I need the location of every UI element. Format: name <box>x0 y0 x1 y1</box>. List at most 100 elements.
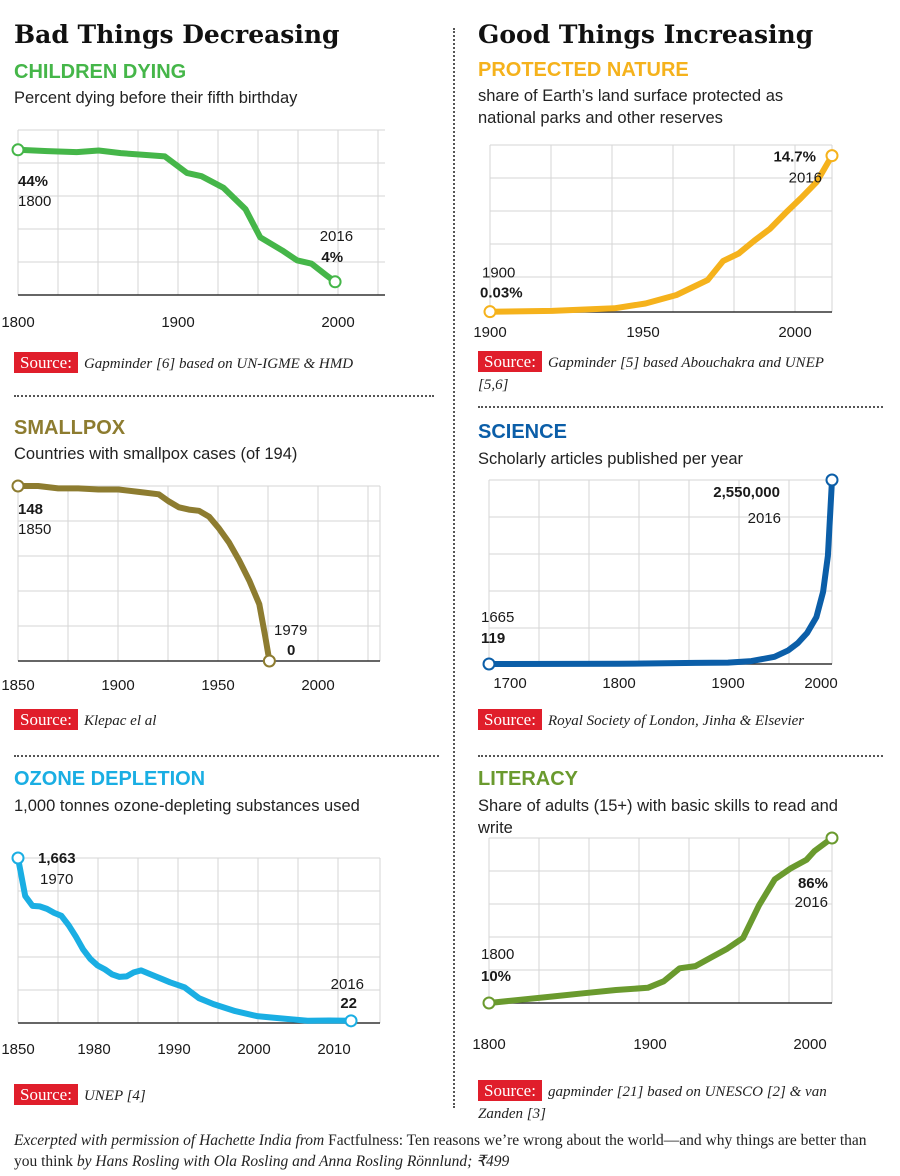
x-tick-label: 1900 <box>101 677 134 694</box>
source-badge: Source: <box>478 709 542 730</box>
gridlines <box>488 837 833 1004</box>
chart-smallpox: 1850 1900 1950 2000 148 1850 0 1979 <box>1 479 381 694</box>
panel-subtitle-science: Scholarly articles published per year <box>478 450 744 468</box>
series-line <box>15 855 354 1024</box>
source-literacy: Source: gapminder [21] based on UNESCO [2… <box>478 1080 868 1125</box>
start-year-label: 1850 <box>18 521 51 538</box>
start-year-label: 1900 <box>482 265 515 282</box>
x-tick-label: 2000 <box>778 324 811 341</box>
start-year-label: 1800 <box>18 193 51 210</box>
source-children-dying: Source: Gapminder [6] based on UN-IGME & … <box>14 352 434 375</box>
start-year-label: 1665 <box>481 609 514 626</box>
end-point-marker <box>262 654 276 668</box>
start-point-marker <box>11 479 25 493</box>
x-tick-label: 1700 <box>493 675 526 692</box>
x-tick-label: 1800 <box>602 675 635 692</box>
end-year-label: 2016 <box>795 894 828 911</box>
series-line <box>486 835 835 1006</box>
source-text: Gapminder [6] based on UN-IGME & HMD <box>83 356 354 372</box>
start-year-label: 1800 <box>481 946 514 963</box>
start-year-label: 1970 <box>40 871 73 888</box>
start-value-label: 1,663 <box>38 850 76 867</box>
panel-subtitle-literacy: Share of adults (15+) with basic skills … <box>478 797 838 837</box>
gridlines <box>488 479 833 665</box>
x-tick-label: 1950 <box>626 324 659 341</box>
start-point-marker <box>11 851 25 865</box>
x-tick-label: 1990 <box>157 1041 190 1058</box>
source-text: gapminder [21] based on UNESCO [2] & van… <box>478 1084 827 1122</box>
footer-part1: Excerpted with permission of Hachette In… <box>14 1132 329 1149</box>
series-line <box>486 477 835 667</box>
end-point-marker <box>825 831 839 845</box>
panel-title-literacy: LITERACY <box>478 768 578 790</box>
x-tick-label: 1850 <box>1 1041 34 1058</box>
x-tick-label: 1980 <box>77 1041 110 1058</box>
chart-science: 1700 1800 1900 2000 119 1665 2,550,000 2016 <box>481 473 839 692</box>
source-smallpox: Source: Klepac el al <box>14 709 434 732</box>
panel-subtitle-children-dying: Percent dying before their fifth birthda… <box>14 89 298 107</box>
source-ozone-depletion: Source: UNEP [4] <box>14 1084 434 1107</box>
footer-part3: by Hans Rosling with Ola Rosling and Ann… <box>73 1153 510 1170</box>
source-text: Klepac el al <box>83 713 157 729</box>
section-divider <box>14 395 434 397</box>
end-year-label: 2016 <box>331 976 364 993</box>
panel-title-protected-nature: PROTECTED NATURE <box>478 59 689 81</box>
start-point-marker <box>482 657 496 671</box>
end-value-label: 22 <box>340 995 357 1012</box>
x-tick-label: 2000 <box>804 675 837 692</box>
source-text: Gapminder [5] based Abouchakra and UNEP … <box>478 355 824 393</box>
x-tick-label: 1900 <box>633 1036 666 1053</box>
source-badge: Source: <box>14 709 78 730</box>
start-value-label: 0.03% <box>480 285 523 302</box>
source-badge: Source: <box>478 1080 542 1101</box>
end-value-label: 14.7% <box>773 149 816 166</box>
section-divider <box>478 755 883 757</box>
panel-title-science: SCIENCE <box>478 421 567 443</box>
end-point-marker <box>328 275 342 289</box>
x-tick-label: 1950 <box>201 677 234 694</box>
panel-title-smallpox: SMALLPOX <box>14 417 126 439</box>
end-value-label: 2,550,000 <box>713 484 780 501</box>
end-point-marker <box>825 473 839 487</box>
source-protected-nature: Source: Gapminder [5] based Abouchakra an… <box>478 351 838 396</box>
chart-protected-nature: 1900 1950 2000 0.03% 1900 14.7% 2016 <box>473 144 839 341</box>
panel-title-children-dying: CHILDREN DYING <box>14 61 187 83</box>
start-value-label: 10% <box>481 968 511 985</box>
x-tick-label: 1900 <box>161 314 194 331</box>
source-text: UNEP [4] <box>83 1088 146 1104</box>
chart-children-dying: 1800 1900 2000 44% 1800 4% 2016 <box>1 129 385 331</box>
x-tick-label: 1800 <box>1 314 34 331</box>
end-point-marker <box>825 149 839 163</box>
end-point-marker <box>344 1014 358 1028</box>
x-tick-label: 1850 <box>1 677 34 694</box>
section-divider <box>478 406 883 408</box>
heading-good-things: Good Things Increasing <box>478 20 814 49</box>
chart-ozone-depletion: 1850 1980 1990 2000 2010 1,663 1970 22 2016 <box>1 850 381 1058</box>
source-badge: Source: <box>14 1084 78 1105</box>
series-line <box>15 146 339 285</box>
start-point-marker <box>11 143 25 157</box>
panel-subtitle-protected-nature: share of Earth’s land surface protected … <box>478 87 784 127</box>
x-tick-label: 1900 <box>711 675 744 692</box>
panel-title-ozone-depletion: OZONE DEPLETION <box>14 768 206 790</box>
start-value-label: 44% <box>18 173 48 190</box>
x-tick-label: 2010 <box>317 1041 350 1058</box>
end-value-label: 86% <box>798 875 828 892</box>
series-line <box>487 152 835 315</box>
footer-credit: Excerpted with permission of Hachette In… <box>14 1130 886 1172</box>
x-tick-label: 2000 <box>237 1041 270 1058</box>
x-tick-label: 2000 <box>321 314 354 331</box>
column-divider <box>453 28 455 1108</box>
x-tick-label: 2000 <box>301 677 334 694</box>
start-value-label: 119 <box>481 630 505 647</box>
source-science: Source: Royal Society of London, Jinha & … <box>478 709 878 732</box>
start-value-label: 148 <box>18 501 43 518</box>
source-badge: Source: <box>478 351 542 372</box>
x-tick-label: 1900 <box>473 324 506 341</box>
end-year-label: 1979 <box>274 622 307 639</box>
end-year-label: 2016 <box>748 510 781 527</box>
source-badge: Source: <box>14 352 78 373</box>
end-year-label: 2016 <box>320 228 353 245</box>
chart-literacy: 1800 1900 2000 10% 1800 86% 2016 <box>472 831 839 1053</box>
section-divider <box>14 755 439 757</box>
